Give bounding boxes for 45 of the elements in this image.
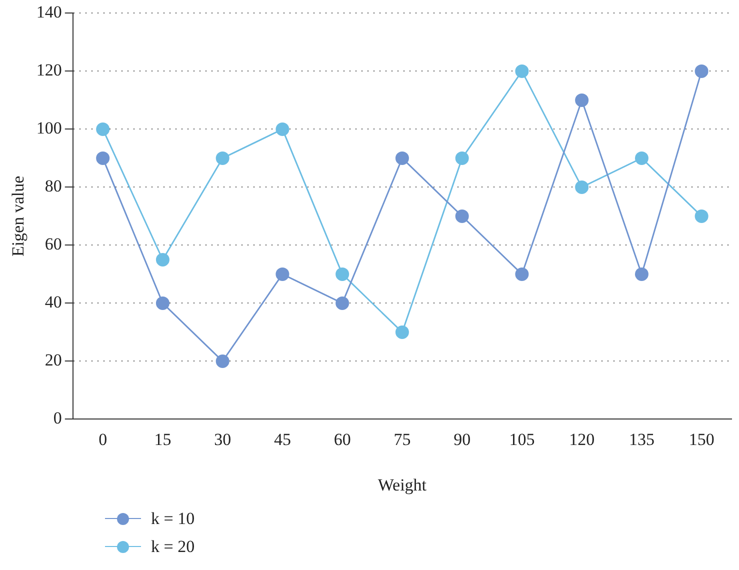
x-tick-label: 60 [334,430,351,449]
y-tick-label: 60 [44,234,62,254]
point [395,151,409,165]
y-tick-label: 0 [53,408,62,428]
x-axis-title: Weight [378,475,427,494]
legend-label: k = 20 [151,537,195,557]
point [395,325,409,339]
x-tick-label: 45 [274,430,291,449]
x-tick-label: 15 [154,430,172,449]
point [276,122,290,136]
x-tick-label: 150 [688,430,714,449]
point [216,151,230,165]
point [694,64,708,78]
point [156,296,170,310]
point [455,209,469,223]
point [634,151,648,165]
x-tick-label: 135 [628,430,654,449]
y-tick-label: 20 [44,350,62,370]
point [575,93,589,107]
point [216,354,230,368]
point [515,267,529,281]
point [634,267,648,281]
y-axis-title: Eigen value [8,176,28,257]
point [455,151,469,165]
x-tick-label: 75 [394,430,411,449]
y-tick-label: 140 [36,2,62,22]
y-tick-label: 100 [36,118,62,138]
x-tick-label: 30 [214,430,232,449]
point [96,122,110,136]
point [575,180,589,194]
y-tick-label: 120 [36,60,62,80]
x-tick-label: 105 [509,430,535,449]
point [276,267,290,281]
point [156,252,170,266]
point [694,209,708,223]
x-tick-label: 0 [98,430,108,449]
y-tick-label: 40 [44,292,62,312]
point [336,267,350,281]
x-tick-label: 90 [454,430,471,449]
point [515,64,529,78]
point [336,296,350,310]
legend-label: k = 10 [151,509,195,529]
x-tick-label: 120 [569,430,595,449]
y-tick-label: 80 [44,176,62,196]
point [96,151,110,165]
